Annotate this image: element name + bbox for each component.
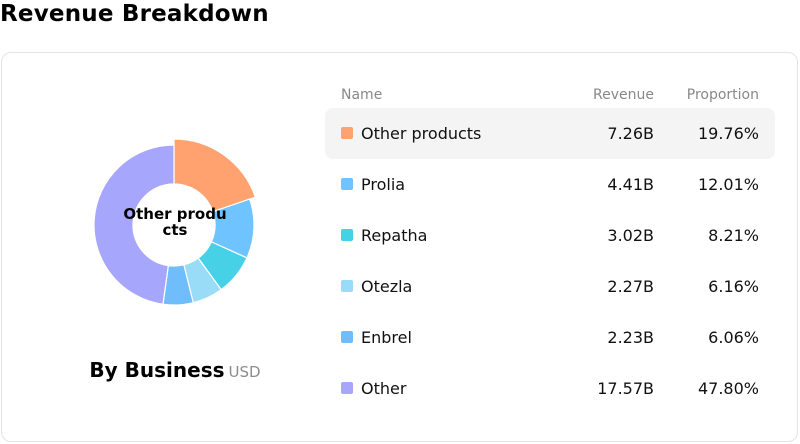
- row-proportion: 6.06%: [708, 328, 759, 347]
- row-name: Other products: [361, 124, 482, 143]
- row-revenue: 7.26B: [607, 124, 654, 143]
- legend-swatch: [341, 178, 353, 190]
- donut-slice[interactable]: [173, 138, 256, 213]
- row-proportion: 8.21%: [708, 226, 759, 245]
- row-name: Repatha: [361, 226, 428, 245]
- legend-swatch: [341, 127, 353, 139]
- legend-swatch: [341, 382, 353, 394]
- page-title: Revenue Breakdown: [0, 1, 269, 27]
- column-header-proportion: Proportion: [686, 87, 759, 103]
- row-revenue: 3.02B: [607, 226, 654, 245]
- row-revenue: 2.23B: [607, 328, 654, 347]
- column-header-name: Name: [341, 87, 383, 103]
- row-name: Enbrel: [361, 328, 412, 347]
- legend-swatch: [341, 331, 353, 343]
- row-name: Other: [361, 379, 407, 398]
- table-row[interactable]: Repatha 3.02B 8.21%: [325, 210, 775, 261]
- table-body: Other products 7.26B 19.76% Prolia 4.41B 12.0…: [325, 108, 775, 414]
- row-proportion: 6.16%: [708, 277, 759, 296]
- table-row[interactable]: Prolia 4.41B 12.01%: [325, 159, 775, 210]
- row-revenue: 17.57B: [597, 379, 654, 398]
- revenue-table: Name Revenue Proportion Other products 7.…: [325, 82, 775, 414]
- table-row[interactable]: Other products 7.26B 19.76%: [325, 108, 775, 159]
- donut-caption-unit: USD: [228, 363, 261, 381]
- row-proportion: 19.76%: [697, 124, 759, 143]
- row-name: Otezla: [361, 277, 413, 296]
- donut-caption-title: By Business: [89, 358, 225, 382]
- donut-center-label: Other products: [123, 205, 227, 239]
- row-proportion: 47.80%: [697, 379, 759, 398]
- table-row[interactable]: Other 17.57B 47.80%: [325, 363, 775, 414]
- donut-caption: By Business USD: [0, 358, 350, 382]
- table-row[interactable]: Enbrel 2.23B 6.06%: [325, 312, 775, 363]
- legend-swatch: [341, 280, 353, 292]
- row-revenue: 2.27B: [607, 277, 654, 296]
- donut-chart: [94, 138, 256, 305]
- legend-swatch: [341, 229, 353, 241]
- donut-slice[interactable]: [94, 144, 175, 305]
- table-row[interactable]: Otezla 2.27B 6.16%: [325, 261, 775, 312]
- column-header-revenue: Revenue: [593, 87, 654, 103]
- row-name: Prolia: [361, 175, 406, 194]
- row-revenue: 4.41B: [607, 175, 654, 194]
- table-header: Name Revenue Proportion: [325, 82, 775, 108]
- row-proportion: 12.01%: [697, 175, 759, 194]
